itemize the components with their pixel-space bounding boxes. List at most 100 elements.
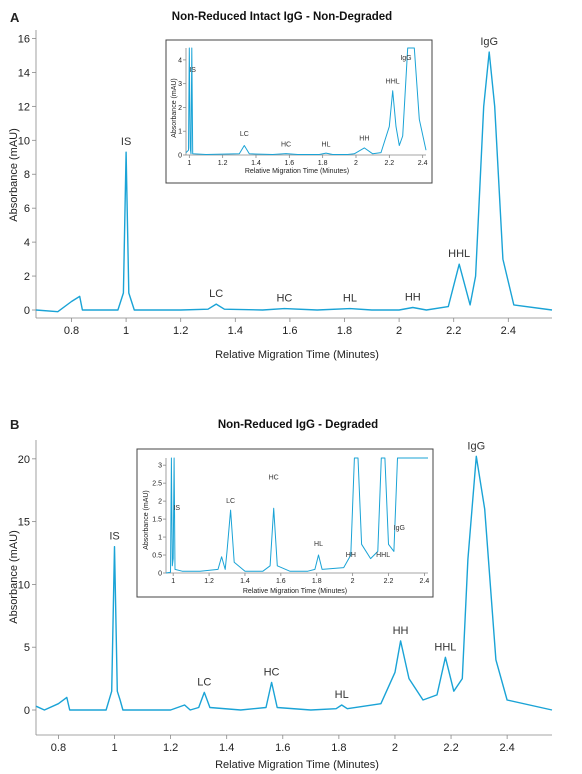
inset-x-tick-label: 1.2	[204, 578, 214, 585]
x-tick-label: 0.8	[51, 742, 66, 754]
y-tick-label: 6	[24, 203, 30, 215]
panel-a-inset-xlabel: Relative Migration Time (Minutes)	[245, 168, 349, 175]
inset-x-tick-label: 2.4	[418, 160, 428, 167]
inset-peak-label-lc: LC	[226, 498, 235, 505]
panel-a-xlabel: Relative Migration Time (Minutes)	[215, 349, 379, 361]
panel-b-xlabel: Relative Migration Time (Minutes)	[215, 759, 379, 771]
panel-a-inset-trace	[185, 47, 427, 155]
inset-y-tick-label: 1.5	[152, 517, 162, 524]
x-tick-label: 2.2	[446, 325, 461, 337]
x-tick-label: 2	[396, 325, 402, 337]
peak-label-lc: LC	[209, 288, 223, 300]
x-tick-label: 0.8	[64, 325, 79, 337]
peak-label-igg: IgG	[467, 440, 485, 452]
inset-y-tick-label: 0	[158, 571, 162, 578]
x-tick-label: 1.8	[331, 742, 346, 754]
inset-x-tick-label: 1.2	[218, 160, 228, 167]
x-tick-label: 2.2	[443, 742, 458, 754]
panel-b-letter: B	[10, 417, 19, 432]
inset-y-tick-label: 2	[178, 105, 182, 112]
x-tick-label: 1.4	[228, 325, 243, 337]
y-tick-label: 0	[24, 305, 30, 317]
x-tick-label: 1	[123, 325, 129, 337]
y-tick-label: 0	[24, 705, 30, 717]
peak-label-hh: HH	[405, 291, 421, 303]
panel-b-ylabel: Absorbance (mAU)	[8, 530, 20, 624]
inset-peak-label-igg: IgG	[400, 55, 411, 62]
inset-y-tick-label: 2	[158, 499, 162, 506]
panel-a-inset: Relative Migration Time (Minutes) Absorb…	[165, 39, 433, 184]
y-tick-label: 2	[24, 271, 30, 283]
peak-label-is: IS	[109, 531, 119, 543]
panel-a: A Non-Reduced Intact IgG - Non-Degraded …	[8, 10, 553, 361]
inset-x-tick-label: 1	[171, 578, 175, 585]
panel-a-ylabel: Absorbance (mAU)	[8, 128, 20, 222]
y-tick-label: 16	[18, 33, 30, 45]
inset-x-tick-label: 2.2	[384, 160, 394, 167]
inset-x-tick-label: 1.4	[240, 578, 250, 585]
x-tick-label: 1.6	[275, 742, 290, 754]
x-tick-label: 1.2	[163, 742, 178, 754]
inset-x-tick-label: 1	[187, 160, 191, 167]
inset-x-tick-label: 2.2	[384, 578, 394, 585]
panel-b-inset-labels: IS LC HC HL HH HHL IgG	[173, 475, 404, 559]
panel-b-trace	[35, 455, 553, 711]
x-tick-label: 1	[111, 742, 117, 754]
inset-trace	[185, 47, 427, 155]
panel-a-inset-ylabel: Absorbance (mAU)	[171, 78, 178, 138]
y-tick-label: 10	[18, 579, 30, 591]
x-tick-label: 1.6	[282, 325, 297, 337]
x-tick-label: 1.4	[219, 742, 234, 754]
inset-trace	[165, 457, 428, 574]
y-tick-label: 4	[24, 237, 30, 249]
panel-b-inset: Relative Migration Time (Minutes) Absorb…	[136, 448, 434, 598]
inset-x-tick-label: 2.4	[420, 578, 430, 585]
inset-x-tick-label: 1.4	[251, 160, 261, 167]
inset-y-tick-label: 1	[178, 129, 182, 136]
x-tick-label: 1.8	[337, 325, 352, 337]
panel-b-title: Non-Reduced IgG - Degraded	[218, 419, 378, 431]
inset-y-tick-label: 1	[158, 535, 162, 542]
panel-b-inset-ylabel: Absorbance (mAU)	[143, 490, 150, 550]
panel-a-peak-labels: IS LC HC HL HH HHL IgG	[121, 36, 498, 305]
inset-peak-label-igg: IgG	[394, 525, 405, 532]
electropherogram-trace	[35, 51, 553, 313]
panel-a-letter: A	[10, 10, 20, 25]
x-tick-label: 1.2	[173, 325, 188, 337]
y-tick-label: 14	[18, 67, 30, 79]
panel-a-inset-labels: IS LC HC HL HH HHL IgG	[189, 55, 411, 149]
inset-y-tick-label: 0.5	[152, 553, 162, 560]
inset-y-tick-label: 3	[178, 81, 182, 88]
inset-x-tick-label: 1.8	[312, 578, 322, 585]
peak-label-igg: IgG	[480, 36, 498, 48]
y-tick-label: 20	[18, 454, 30, 466]
electropherogram-trace	[35, 455, 553, 711]
y-tick-label: 12	[18, 101, 30, 113]
inset-x-tick-label: 2	[351, 578, 355, 585]
y-tick-label: 10	[18, 135, 30, 147]
x-tick-label: 2	[392, 742, 398, 754]
peak-label-hl: HL	[343, 293, 357, 305]
y-tick-label: 15	[18, 517, 30, 529]
panel-a-inset-frame	[165, 39, 433, 184]
peak-label-hc: HC	[264, 666, 280, 678]
inset-y-tick-label: 3	[158, 463, 162, 470]
panel-b: B Non-Reduced IgG - Degraded Relative Mi…	[8, 417, 553, 771]
inset-peak-label-lc: LC	[240, 131, 249, 138]
inset-y-tick-label: 2.5	[152, 481, 162, 488]
peak-label-hl: HL	[335, 689, 349, 701]
inset-x-tick-label: 1.6	[276, 578, 286, 585]
inset-x-tick-label: 2	[354, 160, 358, 167]
panel-b-peak-labels: IS LC HC HL HH HHL IgG	[109, 440, 485, 701]
panel-b-inset-frame	[136, 448, 434, 598]
inset-y-tick-label: 4	[178, 57, 182, 64]
peak-label-hc: HC	[276, 293, 292, 305]
inset-x-tick-label: 1.6	[284, 160, 294, 167]
inset-peak-label-is: IS	[173, 505, 180, 512]
peak-label-hhl: HHL	[448, 248, 470, 260]
panel-a-title: Non-Reduced Intact IgG - Non-Degraded	[172, 11, 392, 23]
peak-label-hhl: HHL	[434, 641, 456, 653]
x-tick-label: 2.4	[499, 742, 514, 754]
